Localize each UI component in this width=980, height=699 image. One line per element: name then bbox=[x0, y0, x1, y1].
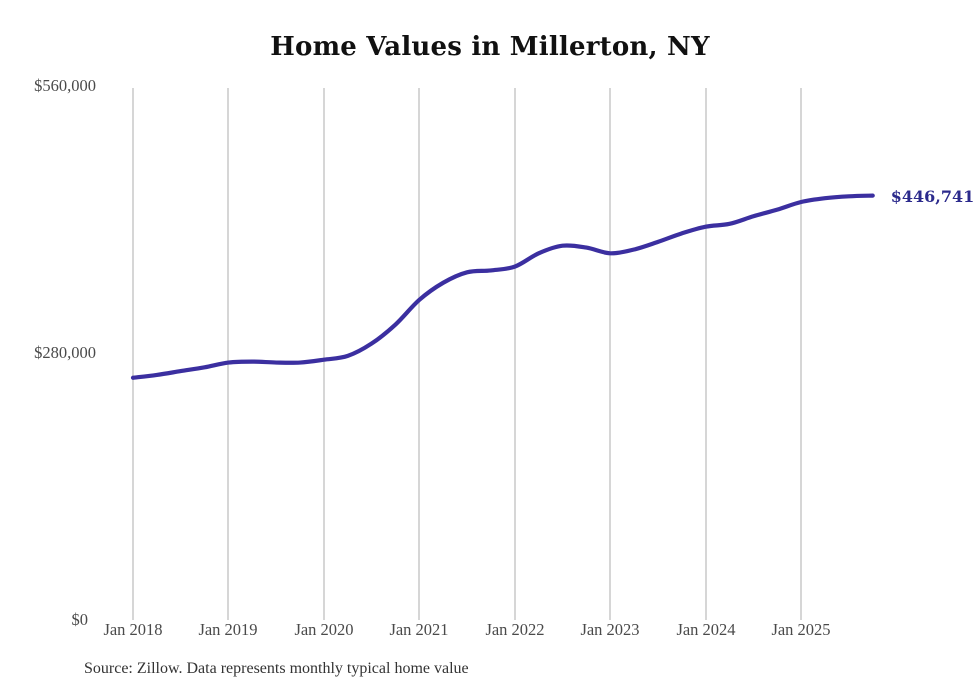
gridlines-group bbox=[132, 88, 802, 620]
x-axis-tick-jan-2024: Jan 2024 bbox=[676, 620, 736, 639]
home-value-line bbox=[130, 193, 875, 380]
x-axis-tick-jan-2025: Jan 2025 bbox=[771, 620, 831, 639]
source-caption: Source: Zillow. Data represents monthly … bbox=[84, 660, 469, 677]
x-axis-tick-jan-2018: Jan 2018 bbox=[103, 620, 163, 639]
y-axis-tick-zero: $0 bbox=[71, 610, 89, 629]
x-axis-tick-jan-2019: Jan 2019 bbox=[198, 620, 258, 639]
x-axis-tick-jan-2022: Jan 2022 bbox=[485, 620, 545, 639]
end-value-label: $446,741 bbox=[890, 186, 975, 206]
x-axis-tick-jan-2020: Jan 2020 bbox=[294, 620, 354, 639]
y-axis-tick-mid: $280,000 bbox=[34, 343, 96, 362]
x-axis-tick-jan-2021: Jan 2021 bbox=[389, 620, 449, 639]
y-axis-tick-top: $560,000 bbox=[34, 76, 96, 95]
x-axis-tick-jan-2023: Jan 2023 bbox=[580, 620, 640, 639]
chart-title: Home Values in Millerton, NY bbox=[270, 32, 710, 62]
